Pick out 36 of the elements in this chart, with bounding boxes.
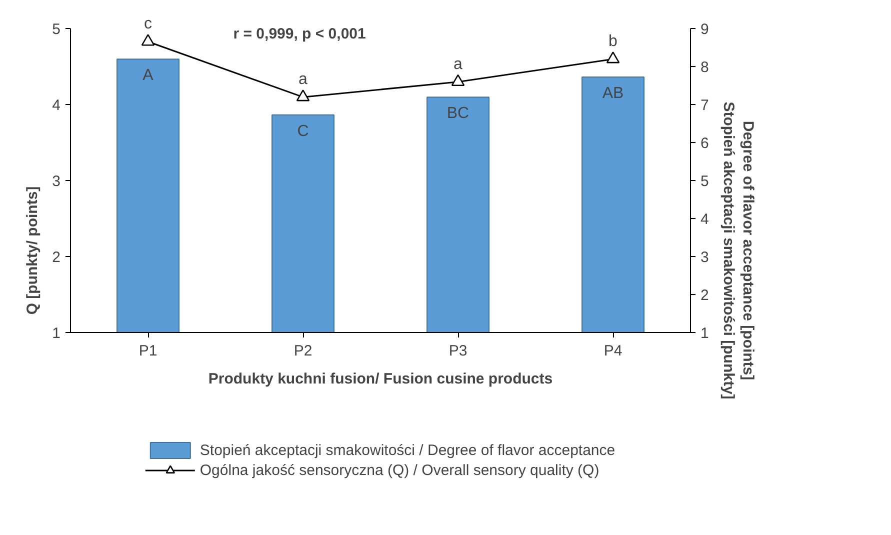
y-tick-label: 5 <box>52 21 60 38</box>
annotation: AB <box>602 84 624 102</box>
y-tick-label: 1 <box>52 325 60 342</box>
legend-label: Stopień akceptacji smakowitości / Degree of flavor acceptance <box>200 442 616 458</box>
annotation: BC <box>446 105 470 122</box>
annotation: a <box>298 71 308 88</box>
y2-tick-label: 8 <box>700 59 709 76</box>
legend-label: Ogólna jakość sensoryczna (Q) / Overall sensory quality (Q) <box>200 462 600 478</box>
y2-axis-title: Stopień akceptacji smakowitości [punkty] Degree of flavor acceptance [points] <box>720 102 756 400</box>
annotation: C <box>297 122 309 140</box>
point <box>141 34 155 46</box>
y2-tick-label: 7 <box>700 97 709 114</box>
x-tick-label: P4 <box>604 342 622 360</box>
point <box>606 52 620 64</box>
y2-tick-label: 5 <box>700 173 709 190</box>
y-tick-label: 2 <box>52 249 60 266</box>
annotation: b <box>608 33 618 50</box>
x-tick-label: P2 <box>294 342 312 360</box>
x-axis-title: Produkty kuchni fusion/ Fusion cusine products <box>208 370 553 388</box>
y2-tick-label: 6 <box>700 135 709 152</box>
y2-tick-label: 1 <box>700 325 709 342</box>
y-tick-label: 3 <box>52 173 60 190</box>
point <box>296 90 310 102</box>
annotation: r = 0,999, p < 0,001 <box>233 25 366 42</box>
y2-tick-label: 9 <box>700 21 709 38</box>
y-axis-title: Q [punkty/ points] <box>24 186 42 315</box>
y2-tick-label: 4 <box>700 211 709 228</box>
x-tick-label: P3 <box>448 342 468 360</box>
point <box>451 74 465 86</box>
y2-tick-label: 2 <box>700 287 709 304</box>
y-tick-label: 4 <box>52 97 60 114</box>
annotation: c <box>144 16 152 33</box>
y2-tick-label: 3 <box>700 249 709 266</box>
annotation: A <box>142 67 154 84</box>
annotation: a <box>454 56 463 73</box>
x-tick-label: P1 <box>138 342 158 360</box>
